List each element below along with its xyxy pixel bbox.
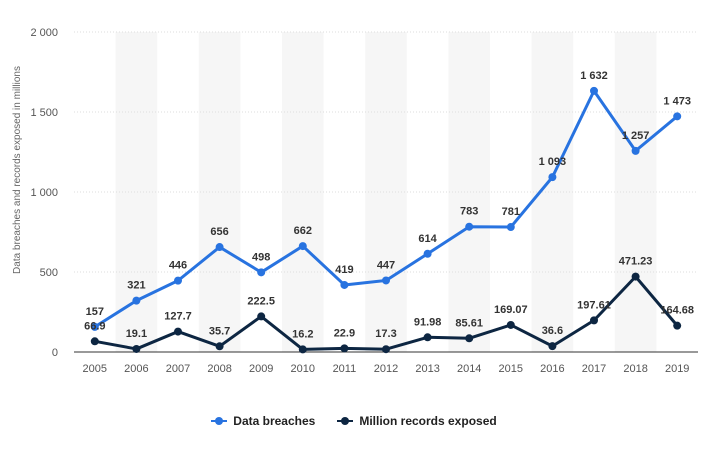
data-label: 157 <box>86 306 104 318</box>
y-axis: 0 500 1 000 1 500 2 000 <box>30 27 58 359</box>
data-point <box>506 320 515 329</box>
data-label: 419 <box>335 264 353 276</box>
y-tick-label: 1 000 <box>30 187 58 199</box>
data-point <box>548 342 557 351</box>
x-tick-label: 2010 <box>291 363 315 375</box>
data-label: 321 <box>127 280 145 292</box>
data-point <box>298 242 307 251</box>
data-label: 36.6 <box>542 325 563 337</box>
data-point <box>340 344 349 353</box>
data-label: 498 <box>252 251 270 263</box>
legend-marker-records-exposed <box>337 416 354 426</box>
data-point <box>257 312 266 321</box>
data-label: 197.61 <box>577 299 611 311</box>
x-tick-label: 2013 <box>415 363 439 375</box>
data-point <box>548 173 557 182</box>
legend-label-records-exposed: Million records exposed <box>359 414 497 428</box>
data-point <box>174 327 182 336</box>
data-label: 17.3 <box>375 328 396 340</box>
y-tick-label: 1 500 <box>30 107 58 119</box>
x-axis: 2005 2006 2007 2008 2009 2010 2011 2012 2013 2014… <box>83 363 690 375</box>
data-label: 783 <box>460 206 478 218</box>
data-point <box>631 272 640 281</box>
y-tick-label: 2 000 <box>30 27 58 39</box>
data-label: 16.2 <box>292 328 313 340</box>
data-label: 222.5 <box>247 295 275 307</box>
x-tick-label: 2014 <box>457 363 481 375</box>
data-point <box>382 276 390 285</box>
data-label: 169.07 <box>494 304 528 316</box>
data-point <box>423 333 432 342</box>
data-point <box>215 243 224 252</box>
x-tick-label: 2008 <box>207 363 231 375</box>
data-label: 656 <box>210 226 228 238</box>
data-label: 471.23 <box>619 256 653 268</box>
data-label: 614 <box>418 233 437 245</box>
data-point <box>382 345 390 354</box>
data-label: 19.1 <box>126 328 147 340</box>
data-label: 1 632 <box>580 70 608 82</box>
x-tick-label: 2018 <box>623 363 647 375</box>
x-tick-label: 2009 <box>249 363 273 375</box>
data-point <box>215 342 224 351</box>
data-point <box>340 280 349 289</box>
plot-band <box>198 32 241 352</box>
data-point <box>673 112 682 121</box>
data-point <box>132 344 141 353</box>
data-label: 1 473 <box>663 95 691 107</box>
data-point <box>506 223 515 232</box>
y-tick-label: 0 <box>52 347 58 359</box>
data-labels: 157 321 446 656 498 662 419 447 614 783 781 1 093 1 … <box>84 70 694 341</box>
legend: Data breaches Million records exposed <box>0 414 708 428</box>
data-label: 127.7 <box>164 311 192 323</box>
legend-marker-data-breaches <box>211 416 228 426</box>
data-label: 662 <box>294 225 312 237</box>
data-point <box>590 86 598 95</box>
data-label: 66.9 <box>84 320 105 332</box>
x-tick-label: 2017 <box>582 363 606 375</box>
legend-item-records-exposed[interactable]: Million records exposed <box>337 414 497 428</box>
y-axis-title: Data breaches and records exposed in mil… <box>12 66 23 274</box>
x-tick-label: 2005 <box>83 363 107 375</box>
data-point <box>673 321 682 330</box>
data-point <box>132 296 141 305</box>
data-point <box>590 316 598 325</box>
data-label: 1 093 <box>539 156 567 168</box>
y-tick-label: 500 <box>40 267 58 279</box>
data-point <box>174 276 182 285</box>
data-point <box>423 249 432 258</box>
x-tick-label: 2019 <box>665 363 689 375</box>
plot-band <box>448 32 490 352</box>
legend-label-data-breaches: Data breaches <box>233 414 316 428</box>
data-point <box>90 322 99 331</box>
data-point <box>465 334 474 343</box>
x-tick-label: 2007 <box>166 363 190 375</box>
data-label: 35.7 <box>209 325 230 337</box>
data-label: 164.68 <box>660 305 694 317</box>
data-point <box>257 268 266 277</box>
data-point <box>465 222 474 231</box>
x-tick-label: 2012 <box>374 363 398 375</box>
data-point <box>90 337 99 346</box>
x-tick-label: 2011 <box>333 363 357 375</box>
x-tick-label: 2015 <box>499 363 523 375</box>
series-layer <box>90 86 682 354</box>
data-label: 1 257 <box>622 130 650 142</box>
x-tick-label: 2006 <box>124 363 148 375</box>
x-tick-label: 2016 <box>540 363 564 375</box>
data-point <box>631 146 640 155</box>
data-point <box>298 345 307 354</box>
data-label: 91.98 <box>414 316 442 328</box>
data-label: 447 <box>377 259 395 271</box>
data-label: 22.9 <box>334 327 355 339</box>
data-label: 446 <box>169 260 187 272</box>
legend-item-data-breaches[interactable]: Data breaches <box>211 414 315 428</box>
data-label: 781 <box>502 206 520 218</box>
data-label: 85.61 <box>455 317 483 329</box>
